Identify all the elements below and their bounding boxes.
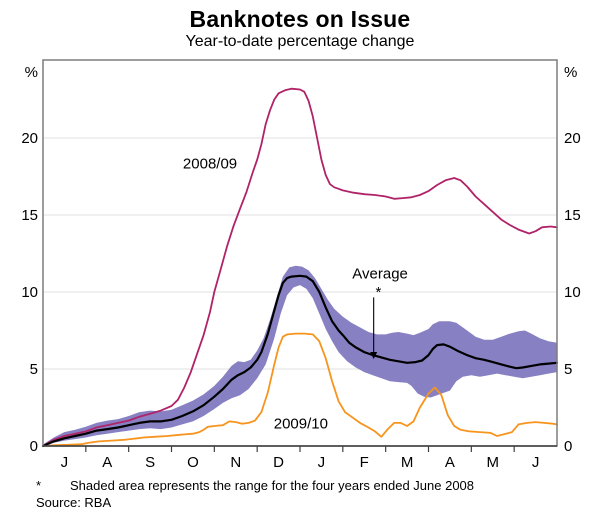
y-tick-label-right: 5 (564, 361, 572, 378)
footnote-text: Shaded area represents the range for the… (70, 478, 475, 493)
y-tick-label-left: 10 (21, 284, 38, 301)
footnote-marker: * (36, 478, 42, 493)
average-asterisk: * (375, 284, 381, 301)
y-tick-label-right: 20 (564, 130, 581, 147)
series-line-2009-10 (42, 332, 558, 447)
chart-subtitle: Year-to-date percentage change (185, 33, 415, 50)
y-tick-label-right: 15 (564, 207, 581, 224)
average-arrowhead (370, 352, 378, 360)
percent-label-right: % (564, 64, 577, 81)
y-tick-label-right: 0 (564, 438, 572, 455)
month-label: D (273, 454, 284, 471)
y-tick-label-right: 10 (564, 284, 581, 301)
month-label: A (102, 454, 112, 471)
y-tick-label-left: 5 (30, 361, 38, 378)
series-label-2008-09: 2008/09 (183, 155, 237, 172)
percent-label-left: % (25, 64, 38, 81)
chart-title: Banknotes on Issue (189, 6, 411, 32)
month-label: M (401, 454, 414, 471)
month-label: J (532, 454, 540, 471)
month-label: F (360, 454, 369, 471)
series-line-average (41, 274, 559, 448)
y-tick-label-left: 0 (30, 438, 38, 455)
series-label-2009-10: 2009/10 (274, 416, 328, 433)
month-label: A (445, 454, 455, 471)
y-tick-label-left: 20 (21, 130, 38, 147)
month-label: N (230, 454, 241, 471)
month-label: M (487, 454, 500, 471)
month-label: J (318, 454, 326, 471)
source-note: Source: RBA (36, 495, 112, 510)
month-label: S (145, 454, 155, 471)
series-line-2008-09 (42, 87, 558, 447)
average-label: Average (352, 266, 408, 283)
plot-border (42, 59, 558, 447)
y-tick-label-left: 15 (21, 207, 38, 224)
month-label: J (61, 454, 69, 471)
footnote: * Shaded area represents the range for th… (36, 477, 576, 494)
month-label: O (187, 454, 199, 471)
